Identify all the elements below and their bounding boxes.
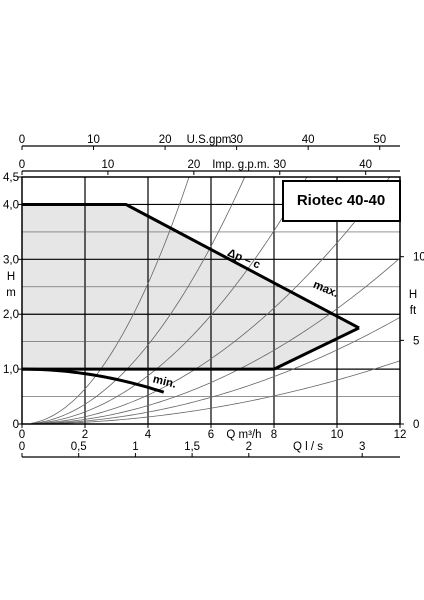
y-right-label-1: ft [410, 305, 417, 317]
secondary-tick-label-1-3: 30 [273, 159, 286, 171]
x-axis-label: Q m³/h [226, 429, 261, 441]
secondary-tick-label-0-1: 10 [87, 134, 100, 146]
secondary-tick-label-2-5: 3 [359, 441, 365, 453]
system-curve-3 [31, 177, 308, 424]
ytick-label-2: 2,0 [3, 309, 19, 321]
xtick-label-2: 4 [145, 429, 152, 441]
secondary-tick-label-2-3: 1,5 [184, 441, 200, 453]
ytick-label-5: 4,5 [3, 172, 19, 184]
xtick-label-3: 6 [208, 429, 214, 441]
system-curve-5 [31, 257, 400, 424]
system-curve-4 [31, 177, 391, 424]
ytick-label-4: 4,0 [3, 199, 19, 211]
secondary-tick-label-0-5: 50 [373, 134, 386, 146]
ytick-right-label-0: 0 [413, 419, 419, 431]
ytick-right-label-2: 10 [413, 252, 424, 264]
xtick-label-1: 2 [82, 429, 88, 441]
secondary-tick-label-1-0: 0 [19, 159, 25, 171]
secondary-tick-label-0-0: 0 [19, 134, 25, 146]
y-left-label-1: m [6, 287, 16, 299]
secondary-tick-label-2-0: 0 [19, 441, 25, 453]
ytick-label-1: 1,0 [3, 364, 19, 376]
series-line-1 [22, 202, 360, 330]
secondary-tick-label-1-1: 10 [102, 159, 115, 171]
series-label-min: min. [152, 373, 178, 390]
y-right-label-0: H [409, 289, 417, 301]
y-left-label-0: H [7, 271, 15, 283]
ytick-label-0: 0 [13, 419, 19, 431]
chart-title-box [282, 180, 401, 222]
system-curve-6 [31, 316, 400, 424]
secondary-tick-label-0-4: 40 [302, 134, 315, 146]
ytick-right-label-1: 5 [413, 335, 419, 347]
xtick-label-4: 8 [271, 429, 277, 441]
secondary-tick-label-2-4: 2 [246, 441, 252, 453]
l-per-s-label: Q l / s [293, 441, 323, 453]
secondary-tick-label-0-3: 30 [230, 134, 243, 146]
series-line-2 [273, 326, 360, 371]
xtick-label-0: 0 [19, 429, 25, 441]
imp-gpm-label: Imp. g.p.m. [212, 159, 270, 171]
xtick-label-6: 12 [394, 429, 407, 441]
secondary-tick-label-2-1: 0,5 [71, 441, 87, 453]
system-curve-1 [31, 177, 190, 424]
system-curve-7 [31, 360, 400, 424]
chart-title: Riotec 40-40 [297, 192, 385, 209]
ytick-label-3: 3,0 [3, 254, 19, 266]
xtick-label-5: 10 [331, 429, 344, 441]
us-gpm-label: U.S.gpm [187, 134, 232, 146]
secondary-tick-label-1-2: 20 [187, 159, 200, 171]
secondary-tick-label-0-2: 20 [159, 134, 172, 146]
secondary-tick-label-2-2: 1 [132, 441, 138, 453]
secondary-tick-label-1-4: 40 [359, 159, 372, 171]
